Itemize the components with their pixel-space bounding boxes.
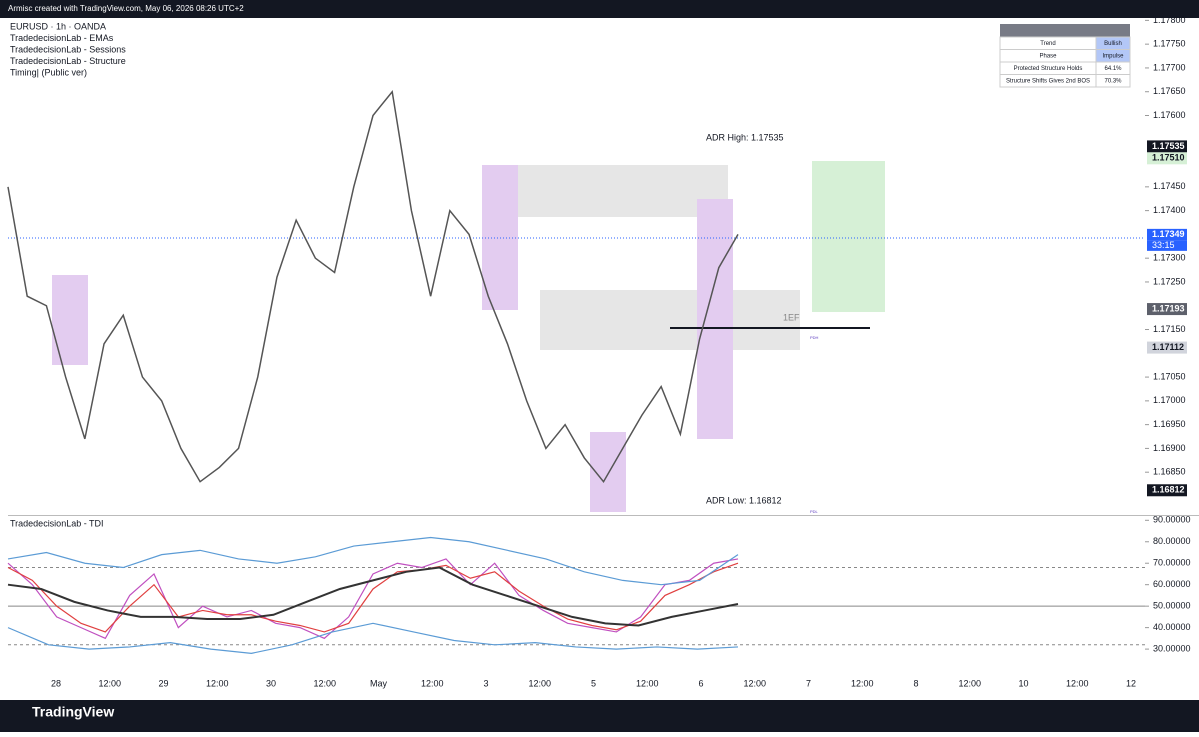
price-marker-label: 1.16812 [1152, 485, 1185, 495]
price-tick-label: 1.17150 [1153, 324, 1186, 334]
table-value: Bullish [1104, 41, 1122, 47]
tdi-tick-label: 30.00000 [1153, 643, 1191, 653]
fvg-label: 1EF [783, 312, 800, 322]
price-marker-label: 1.17193 [1152, 303, 1185, 313]
time-label: 12:00 [1066, 678, 1089, 688]
tdi-title: TradedecisionLab - TDI [10, 518, 104, 528]
time-label: 12 [1126, 678, 1136, 688]
legend-item: TradedecisionLab - Structure [10, 56, 126, 66]
time-label: 8 [913, 678, 918, 688]
price-marker [1147, 341, 1187, 354]
top-bar [0, 0, 1199, 18]
session-box [697, 199, 733, 439]
table-value: 64.1% [1104, 66, 1122, 72]
time-label: 29 [158, 678, 168, 688]
time-label: 10 [1018, 678, 1028, 688]
price-marker-label: 1.17112 [1152, 342, 1184, 352]
pane-divider [8, 515, 1199, 516]
price-marker [1147, 228, 1187, 241]
time-label: 30 [266, 678, 276, 688]
tdi-tick-label: 40.00000 [1153, 622, 1191, 632]
time-label: 12:00 [636, 678, 659, 688]
time-label: 12:00 [743, 678, 766, 688]
table-value: Impulse [1102, 54, 1124, 60]
tdi-tick-label: 50.00000 [1153, 601, 1191, 611]
table-label: Trend [1040, 41, 1055, 47]
table-value: 70.3% [1104, 79, 1122, 85]
table-label: Protected Structure Holds [1014, 66, 1083, 72]
legend-item: Timing| (Public ver) [10, 67, 87, 77]
tdi-line [7, 562, 739, 633]
price-tick-label: 1.17750 [1153, 39, 1186, 49]
price-tick-label: 1.17450 [1153, 181, 1186, 191]
tdi-line [7, 622, 739, 654]
table-cell [1095, 74, 1131, 88]
time-label: 12:00 [313, 678, 336, 688]
tdi-tick-label: 70.00000 [1153, 558, 1191, 568]
price-tick-label: 1.17300 [1153, 253, 1186, 263]
caption: Armisc created with TradingView.com, May… [8, 4, 244, 13]
price-tick-label: 1.17600 [1153, 110, 1186, 120]
price-tick-label: 1.17400 [1153, 205, 1186, 215]
time-label: 12:00 [421, 678, 444, 688]
bottom-bar [0, 700, 1199, 732]
countdown-bg [1147, 240, 1187, 251]
time-label: 5 [591, 678, 596, 688]
time-label: 6 [698, 678, 703, 688]
pdh-label: PDH [810, 335, 819, 340]
adr-high: ADR High: 1.17535 [706, 132, 784, 142]
time-label: 3 [483, 678, 488, 688]
price-tick-label: 1.17250 [1153, 276, 1186, 286]
table-label: Phase [1039, 54, 1057, 60]
price-tick-label: 1.17050 [1153, 371, 1186, 381]
time-label: 12:00 [851, 678, 874, 688]
time-label: 12:00 [958, 678, 981, 688]
price-tick-label: 1.17700 [1153, 62, 1186, 72]
table-header [1000, 24, 1130, 37]
table-label: Structure Shifts Gives 2nd BOS [1006, 79, 1090, 85]
countdown: 33:15 [1152, 240, 1175, 250]
price-tick-label: 1.16900 [1153, 443, 1186, 453]
tdi-line [7, 566, 739, 627]
time-label: 12:00 [206, 678, 229, 688]
tdi-tick-label: 90.00000 [1153, 515, 1191, 525]
legend-item: TradedecisionLab - EMAs [10, 33, 114, 43]
price-pane [8, 18, 1145, 515]
price-marker-label: 1.17510 [1152, 153, 1185, 163]
price-tick-label: 1.17800 [1153, 15, 1186, 25]
price-tick-label: 1.16950 [1153, 419, 1186, 429]
price-marker [1147, 152, 1187, 165]
legend-item: EURUSD · 1h · OANDA [10, 21, 106, 31]
session-box [52, 275, 88, 365]
tdi-tick-label: 60.00000 [1153, 579, 1191, 589]
target-zone [812, 161, 885, 312]
time-label: May [370, 678, 388, 688]
legend-item: TradedecisionLab - Sessions [10, 44, 126, 54]
time-label: 28 [51, 678, 61, 688]
tdi-line [7, 558, 739, 640]
price-line [7, 89, 739, 484]
time-label: 7 [806, 678, 811, 688]
tdi-line [7, 536, 739, 586]
time-label: 12:00 [98, 678, 121, 688]
supply-zone [518, 165, 728, 217]
price-marker [1147, 303, 1187, 316]
brand: TradingView [32, 704, 114, 720]
demand-zone [540, 290, 800, 350]
price-tick-label: 1.17650 [1153, 86, 1186, 96]
price-tick-label: 1.17000 [1153, 395, 1186, 405]
price-marker-label: 1.17535 [1152, 141, 1185, 151]
time-label: 12:00 [528, 678, 551, 688]
adr-low: ADR Low: 1.16812 [706, 495, 782, 505]
price-marker [1147, 140, 1187, 153]
tdi-tick-label: 80.00000 [1153, 536, 1191, 546]
pdl-label: PDL [810, 509, 819, 514]
price-marker-label: 1.17349 [1152, 229, 1185, 239]
price-tick-label: 1.16850 [1153, 467, 1186, 477]
price-marker [1147, 484, 1187, 497]
